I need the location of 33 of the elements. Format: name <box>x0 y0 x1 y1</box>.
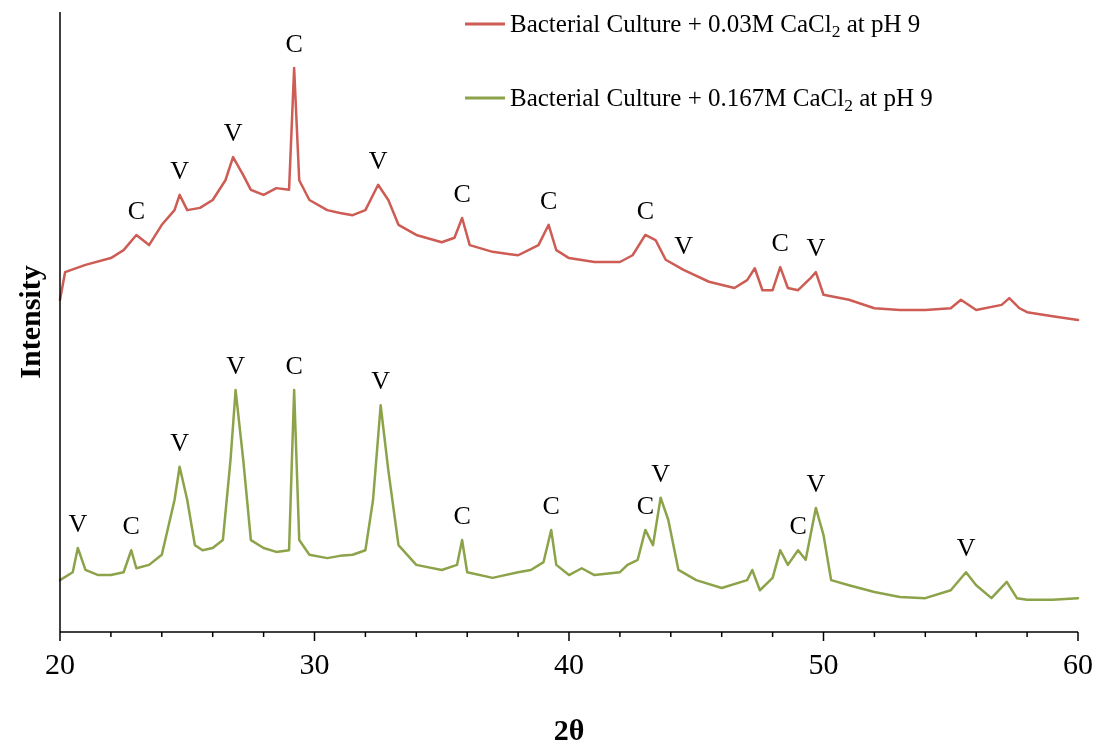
annotation: V <box>806 468 826 498</box>
annotation: V <box>371 366 391 396</box>
x-tick-label: 20 <box>45 647 75 680</box>
annotation: C <box>771 228 789 258</box>
annotation: V <box>226 351 246 381</box>
annotation: V <box>170 427 190 457</box>
annotation: C <box>122 511 140 541</box>
annotation: V <box>170 155 190 185</box>
annotation: V <box>956 533 976 563</box>
annotation: C <box>542 490 560 520</box>
x-tick-label: 40 <box>554 647 584 680</box>
annotation: C <box>285 351 303 381</box>
annotation: C <box>127 195 146 225</box>
legend-label: Bacterial Culture + 0.03M CaCl$_{2}$ at pH 9 <box>510 10 921 41</box>
x-tick-label: 30 <box>299 647 330 680</box>
annotation: C <box>453 501 471 531</box>
annotation: C <box>453 179 471 209</box>
legend-label: Bacterial Culture + 0.167M CaCl$_{2}$ at pH 9 <box>510 84 933 115</box>
annotation: V <box>651 458 671 488</box>
annotation: C <box>636 195 655 225</box>
x-axis-title: 2θ <box>553 713 585 746</box>
annotation: V <box>368 145 388 175</box>
annotation: C <box>789 511 807 541</box>
annotation: C <box>285 29 303 58</box>
y-axis-title: Intensity <box>13 265 46 379</box>
x-tick-label: 60 <box>1063 647 1093 680</box>
x-tick-label: 50 <box>808 647 839 680</box>
annotation: V <box>674 230 694 260</box>
annotation: C <box>636 490 655 520</box>
annotation: V <box>68 508 88 538</box>
annotation: V <box>223 118 243 148</box>
annotation: V <box>806 233 826 263</box>
annotation: C <box>539 185 558 215</box>
